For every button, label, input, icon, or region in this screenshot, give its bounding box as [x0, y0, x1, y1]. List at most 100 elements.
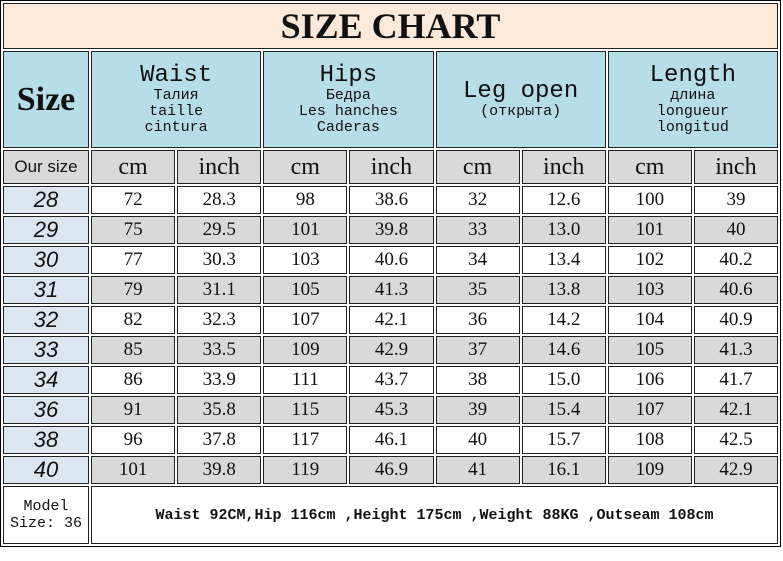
measure-cell: 106 — [607, 366, 692, 394]
header-translation: (открыта) — [480, 103, 562, 121]
measure-cell: 40.6 — [349, 246, 434, 274]
measure-cell: 36 — [435, 306, 520, 334]
measure-cell: 108 — [607, 426, 692, 454]
measure-cell: 86 — [91, 366, 176, 394]
header-length: Length длина longueur longitud — [607, 51, 778, 148]
size-cell: 38 — [3, 426, 89, 454]
table-row: 31 79 31.1 105 41.3 35 13.8 103 40.6 — [3, 276, 778, 304]
measure-cell: 117 — [263, 426, 348, 454]
table-row: 36 91 35.8 115 45.3 39 15.4 107 42.1 — [3, 396, 778, 424]
measure-cell: 15.0 — [521, 366, 606, 394]
header-translation: taille — [149, 103, 204, 121]
measure-cell: 111 — [263, 366, 348, 394]
measure-cell: 32 — [435, 186, 520, 214]
measure-cell: 42.9 — [693, 456, 778, 484]
measure-cell: 13.0 — [521, 216, 606, 244]
measure-cell: 98 — [263, 186, 348, 214]
header-translation: longueur — [656, 103, 729, 121]
measure-cell: 41.3 — [349, 276, 434, 304]
measure-cell: 33 — [435, 216, 520, 244]
measure-cell: 39.8 — [177, 456, 262, 484]
measure-cell: 37.8 — [177, 426, 262, 454]
header-hips: Hips Бедра Les hanches Caderas — [263, 51, 434, 148]
measure-cell: 109 — [263, 336, 348, 364]
measure-cell: 109 — [607, 456, 692, 484]
unit-header: inch — [521, 150, 606, 184]
table-row: 38 96 37.8 117 46.1 40 15.7 108 42.5 — [3, 426, 778, 454]
measure-cell: 41.3 — [693, 336, 778, 364]
unit-header: inch — [177, 150, 262, 184]
measure-cell: 39 — [435, 396, 520, 424]
model-label-line: Model — [23, 498, 69, 515]
measure-cell: 105 — [263, 276, 348, 304]
model-size: Size: 36 — [9, 515, 82, 532]
measure-cell: 37 — [435, 336, 520, 364]
size-cell: 28 — [3, 186, 89, 214]
measure-cell: 91 — [91, 396, 176, 424]
measure-cell: 42.5 — [693, 426, 778, 454]
table-row: 30 77 30.3 103 40.6 34 13.4 102 40.2 — [3, 246, 778, 274]
header-translation: Caderas — [316, 118, 380, 136]
measure-cell: 33.9 — [177, 366, 262, 394]
model-row: Model Size: 36 Waist 92CM,Hip 116cm ,Heigh… — [3, 486, 778, 544]
measure-cell: 14.2 — [521, 306, 606, 334]
measure-cell: 12.6 — [521, 186, 606, 214]
measure-cell: 115 — [263, 396, 348, 424]
measure-cell: 85 — [91, 336, 176, 364]
measure-cell: 79 — [91, 276, 176, 304]
size-cell: 36 — [3, 396, 89, 424]
measure-cell: 75 — [91, 216, 176, 244]
header-translation: длина — [670, 87, 716, 105]
header-leg-open: Leg open (открыта) — [435, 51, 606, 148]
measure-cell: 72 — [91, 186, 176, 214]
unit-header: cm — [91, 150, 176, 184]
measure-cell: 35.8 — [177, 396, 262, 424]
our-size-header: Our size — [3, 150, 89, 184]
chart-title: SIZE CHART — [3, 3, 778, 49]
measure-cell: 41 — [435, 456, 520, 484]
measure-cell: 82 — [91, 306, 176, 334]
measure-cell: 100 — [607, 186, 692, 214]
size-cell: 29 — [3, 216, 89, 244]
header-translation: Les hanches — [298, 103, 398, 121]
size-chart-table: SIZE CHART Size Waist Талия taille cintura Hi… — [0, 0, 781, 547]
unit-header: cm — [607, 150, 692, 184]
measure-cell: 103 — [607, 276, 692, 304]
measure-cell: 42.1 — [349, 306, 434, 334]
measure-cell: 15.7 — [521, 426, 606, 454]
header-translation: Бедра — [325, 87, 371, 105]
header-main: Hips — [319, 62, 378, 90]
measure-cell: 29.5 — [177, 216, 262, 244]
measure-cell: 107 — [263, 306, 348, 334]
measure-cell: 39 — [693, 186, 778, 214]
measure-cell: 103 — [263, 246, 348, 274]
unit-header: cm — [435, 150, 520, 184]
size-cell: 31 — [3, 276, 89, 304]
size-header: Size — [3, 51, 89, 148]
measure-cell: 35 — [435, 276, 520, 304]
measure-cell: 13.4 — [521, 246, 606, 274]
header-main: Length — [649, 62, 737, 90]
unit-header: cm — [263, 150, 348, 184]
header-waist: Waist Талия taille cintura — [91, 51, 262, 148]
measure-cell: 43.7 — [349, 366, 434, 394]
measure-cell: 38.6 — [349, 186, 434, 214]
measure-cell: 30.3 — [177, 246, 262, 274]
table-row: 29 75 29.5 101 39.8 33 13.0 101 40 — [3, 216, 778, 244]
measure-cell: 40.9 — [693, 306, 778, 334]
measure-cell: 42.9 — [349, 336, 434, 364]
model-measurements: Waist 92CM,Hip 116cm ,Height 175cm ,Weig… — [91, 486, 778, 544]
measure-cell: 42.1 — [693, 396, 778, 424]
table-row: 34 86 33.9 111 43.7 38 15.0 106 41.7 — [3, 366, 778, 394]
measure-cell: 32.3 — [177, 306, 262, 334]
measure-cell: 40 — [693, 216, 778, 244]
measure-cell: 40.2 — [693, 246, 778, 274]
header-translation: longitud — [656, 118, 729, 136]
measure-cell: 39.8 — [349, 216, 434, 244]
measure-cell: 46.1 — [349, 426, 434, 454]
measure-cell: 34 — [435, 246, 520, 274]
measure-cell: 33.5 — [177, 336, 262, 364]
size-cell: 32 — [3, 306, 89, 334]
table-row: 33 85 33.5 109 42.9 37 14.6 105 41.3 — [3, 336, 778, 364]
measure-cell: 14.6 — [521, 336, 606, 364]
